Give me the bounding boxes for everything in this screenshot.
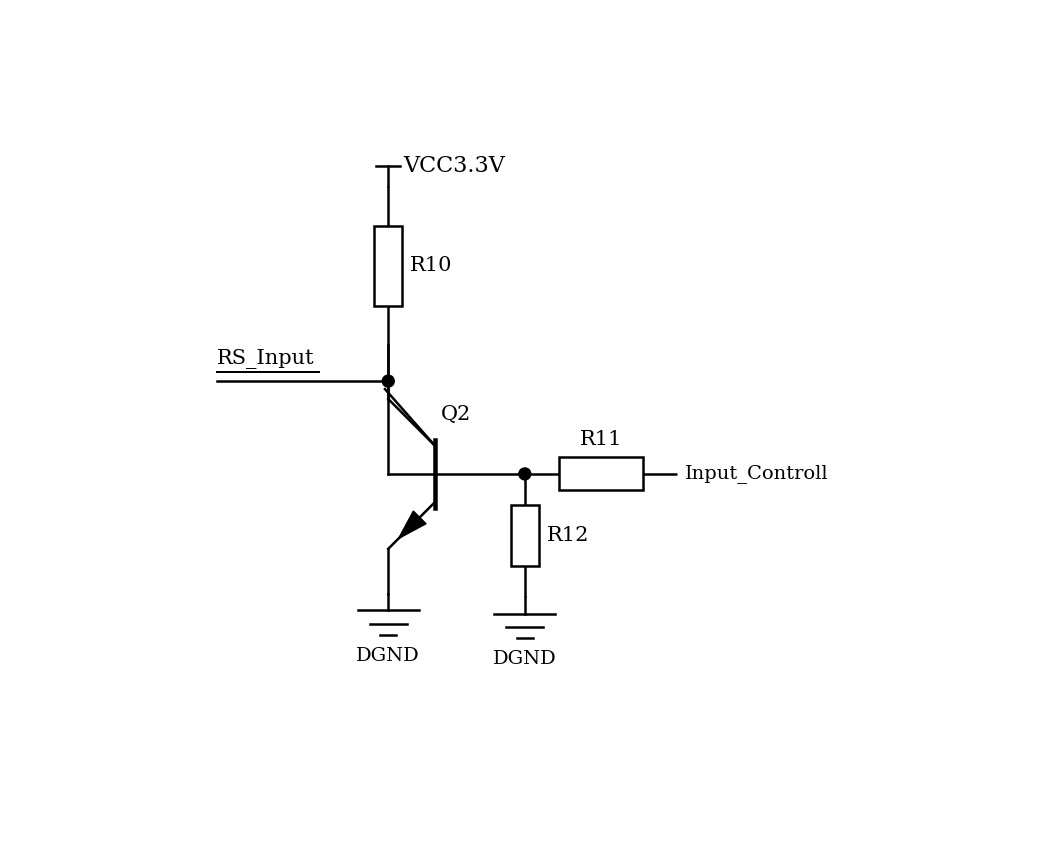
Circle shape [518,468,531,480]
Text: DGND: DGND [493,650,557,668]
Text: VCC3.3V: VCC3.3V [402,155,505,177]
Text: Input_Controll: Input_Controll [685,464,829,483]
Text: Q2: Q2 [442,405,472,424]
Text: R10: R10 [411,257,452,276]
Bar [511,505,539,567]
Polygon shape [398,511,426,538]
Bar [374,226,402,306]
Text: DGND: DGND [357,647,420,665]
Bar [559,457,643,491]
Text: RS_Input: RS_Input [217,350,314,369]
Text: R12: R12 [546,526,589,545]
Text: R11: R11 [580,430,622,449]
Circle shape [383,375,394,387]
